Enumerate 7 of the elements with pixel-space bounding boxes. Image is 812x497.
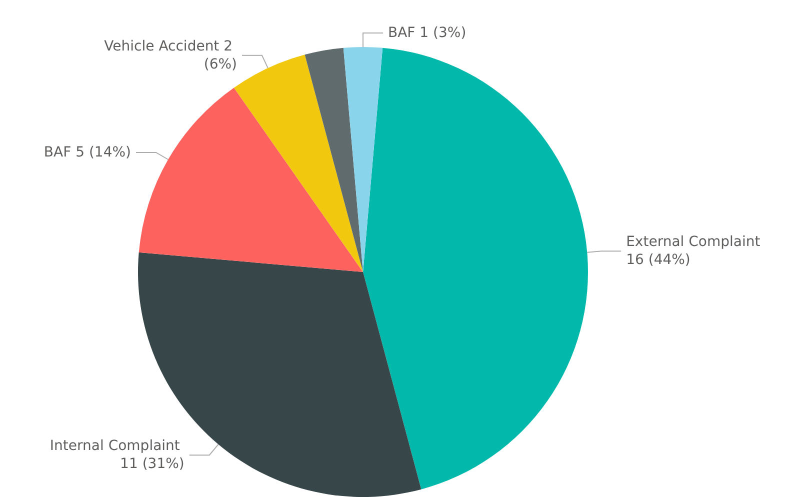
slice-label: BAF 5 (14%) (44, 144, 132, 160)
data-label: 16 (44%) (626, 252, 690, 268)
slice-label: BAF 1 (3%) (388, 25, 466, 41)
slice-label: External Complaint (626, 234, 765, 250)
slice-label: Vehicle Accident 2 (6%) (104, 38, 237, 72)
slice-label: Internal Complaint (50, 438, 184, 454)
data-label: 11 (31%) (120, 456, 184, 472)
